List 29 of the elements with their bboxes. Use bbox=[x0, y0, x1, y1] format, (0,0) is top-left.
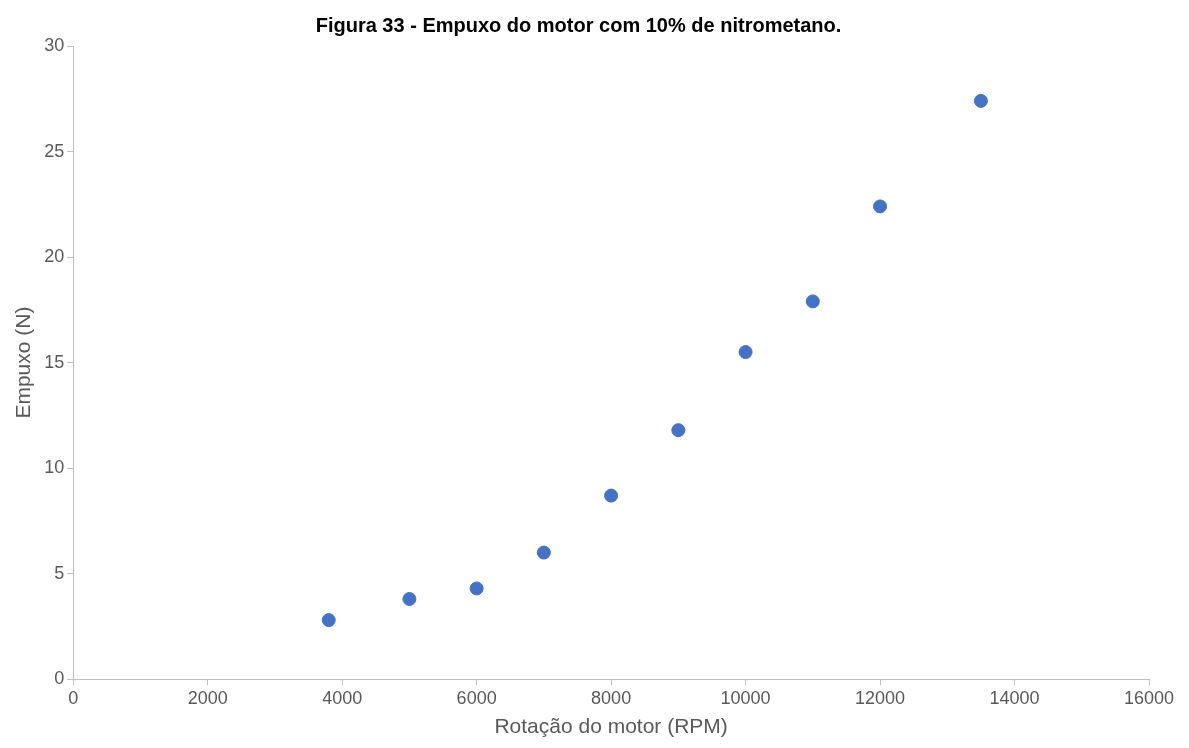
point bbox=[402, 592, 417, 606]
x-tick-label: 2000 bbox=[187, 687, 228, 708]
x-tick-label: 0 bbox=[68, 687, 79, 708]
x-tick-label: 8000 bbox=[591, 687, 632, 708]
y-tick-label: 10 bbox=[44, 457, 65, 478]
x-tick-label: 16000 bbox=[1123, 687, 1175, 708]
y-tick-label: 0 bbox=[54, 668, 65, 689]
point bbox=[536, 545, 551, 560]
x-tick-label: 6000 bbox=[456, 687, 497, 708]
y-tick-label: 25 bbox=[44, 140, 65, 161]
x-tick-label: 12000 bbox=[855, 687, 906, 708]
y-tick-label: 30 bbox=[44, 34, 65, 55]
y-tick-label: 20 bbox=[44, 246, 65, 267]
point bbox=[671, 423, 686, 438]
point bbox=[738, 345, 753, 360]
point bbox=[973, 93, 988, 108]
chart-title: Figura 33 - Empuxo do motor com 10% de nitrometano. bbox=[315, 13, 842, 36]
y-axis-title: Empuxo (N) bbox=[11, 306, 35, 419]
x-axis-title: Rotação do motor (RPM) bbox=[494, 714, 728, 738]
point bbox=[604, 488, 619, 503]
point bbox=[873, 199, 888, 214]
y-tick-label: 5 bbox=[54, 562, 65, 583]
point bbox=[805, 294, 820, 309]
point bbox=[321, 613, 336, 628]
point bbox=[469, 581, 484, 596]
y-tick-label: 15 bbox=[44, 351, 65, 372]
x-tick-label: 4000 bbox=[322, 687, 363, 708]
x-tick-label: 10000 bbox=[720, 687, 771, 708]
x-tick-label: 14000 bbox=[989, 687, 1040, 708]
